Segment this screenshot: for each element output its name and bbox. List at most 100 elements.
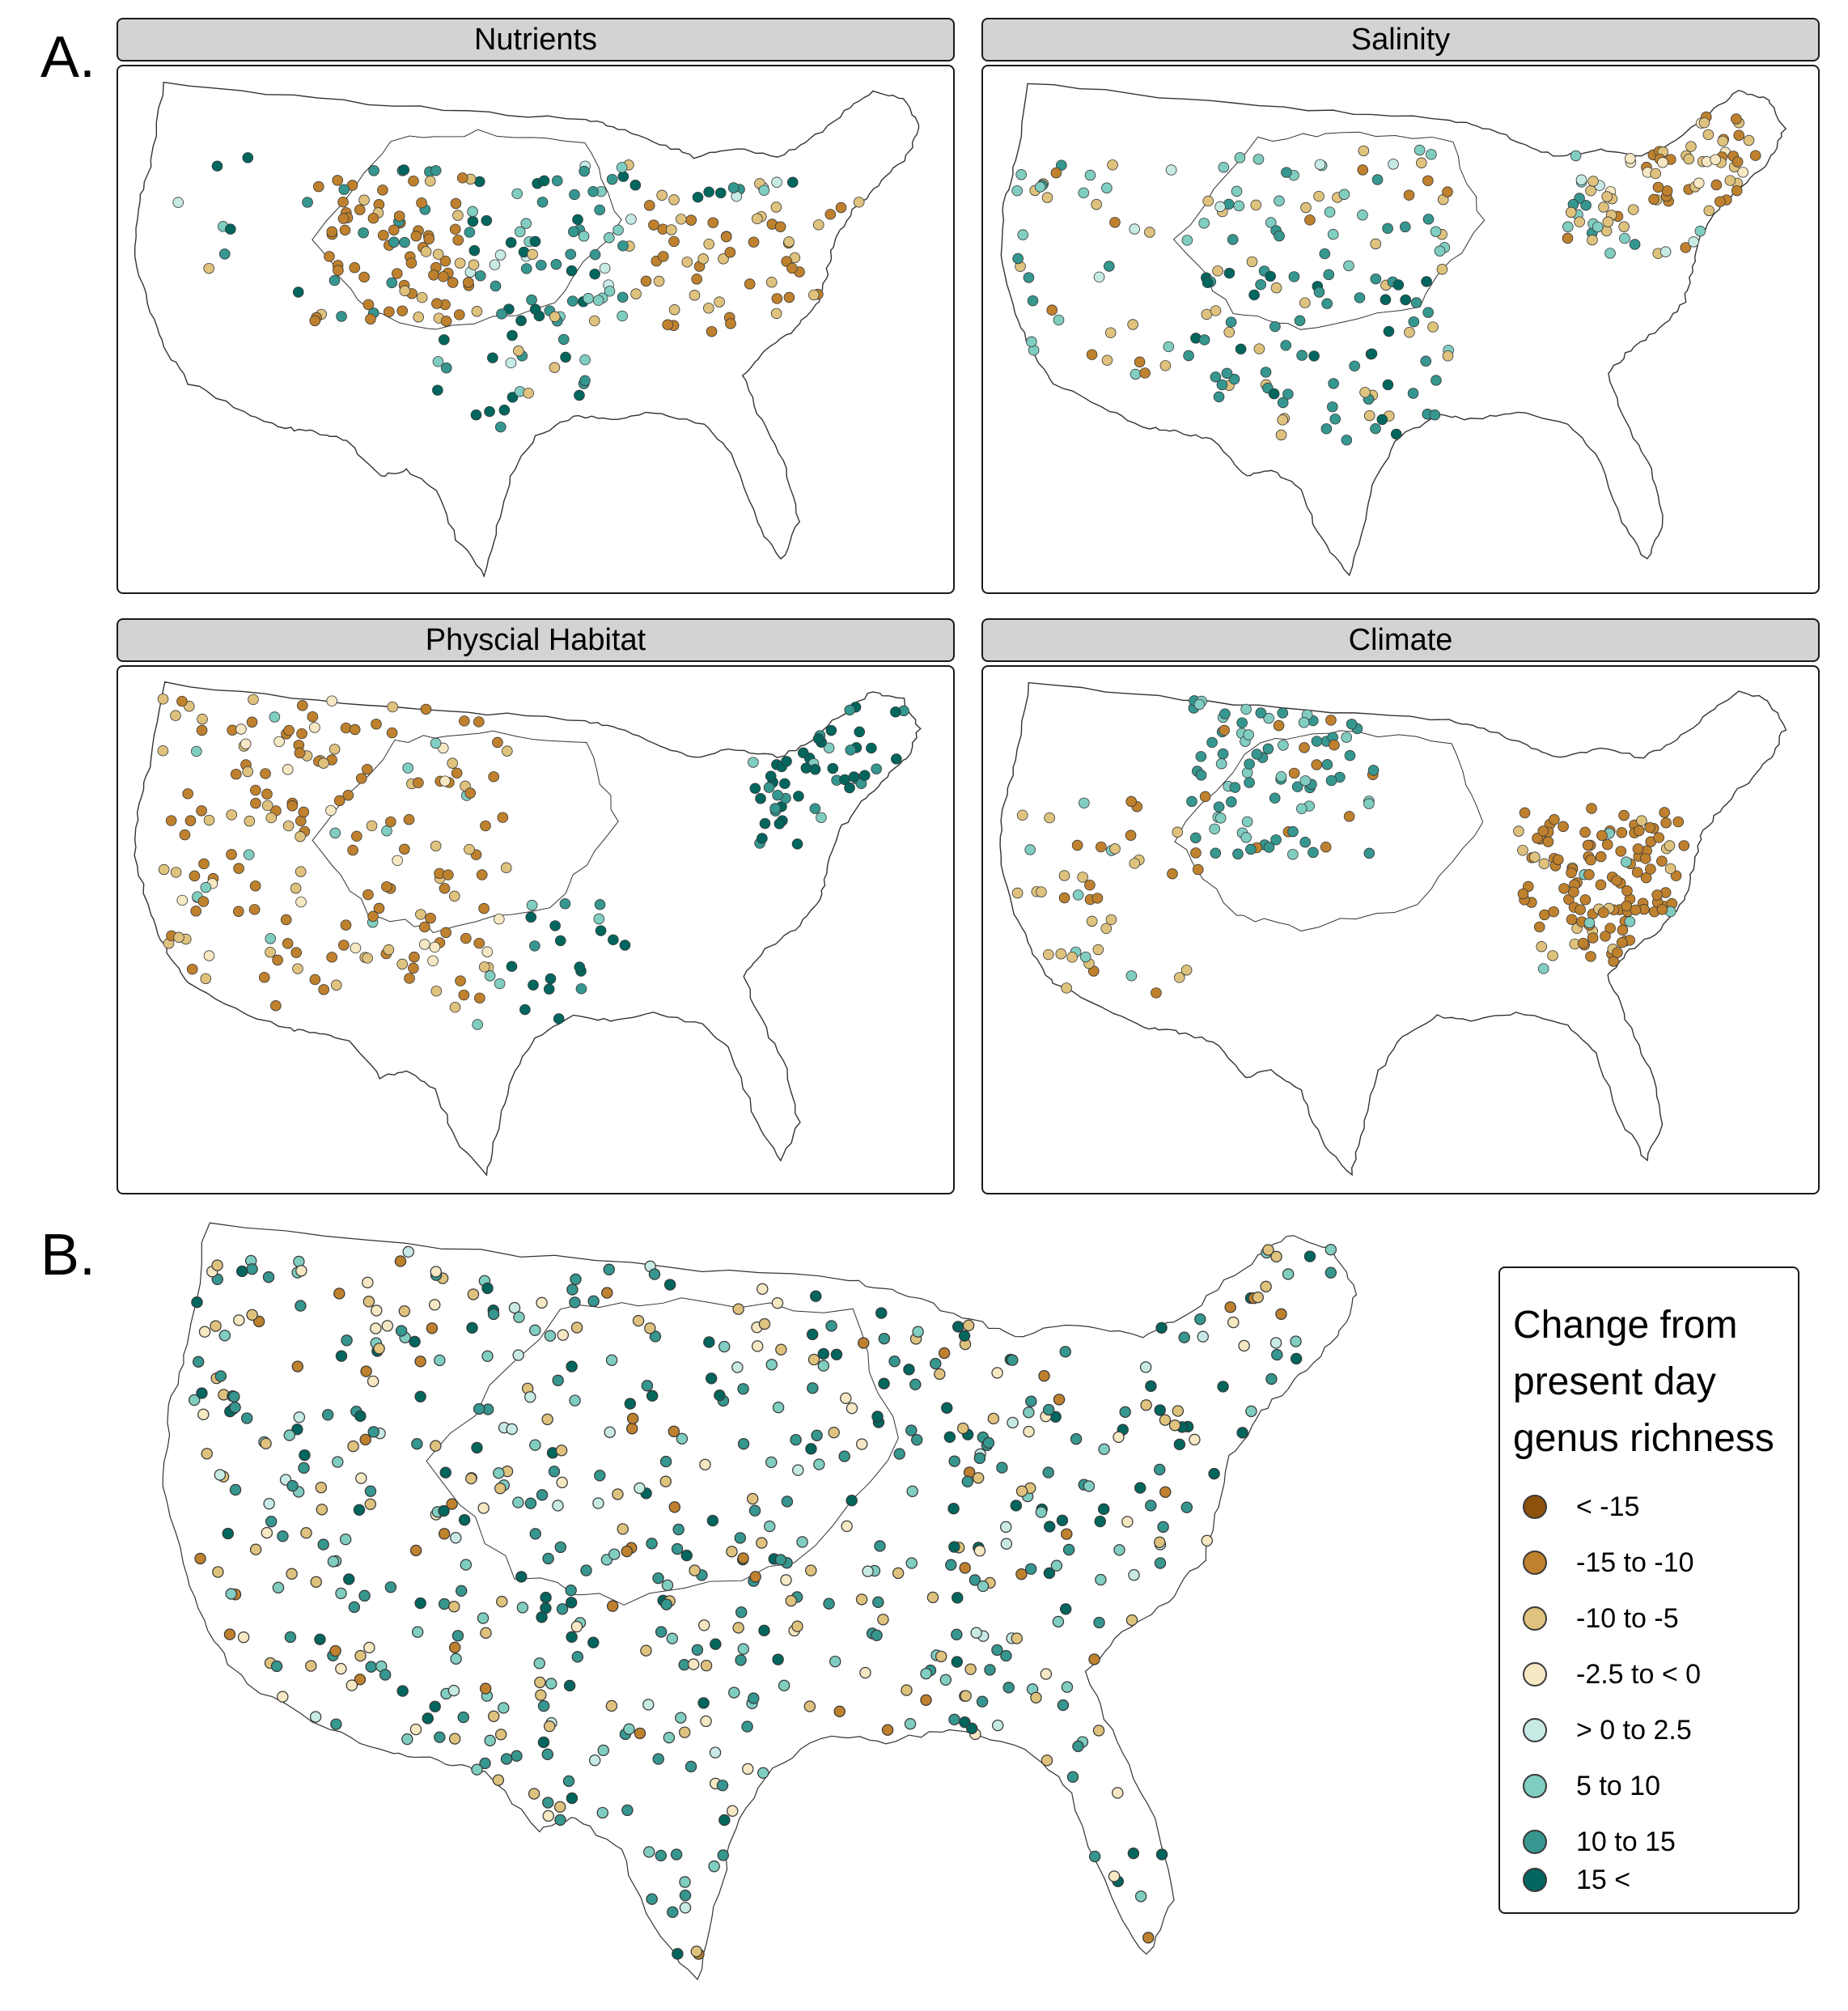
site-point — [692, 191, 704, 203]
panel-title-nutrients: Nutrients — [117, 18, 955, 62]
site-point — [448, 1641, 461, 1653]
site-point — [1173, 972, 1185, 983]
site-point — [464, 787, 477, 799]
site-point — [617, 291, 629, 303]
site-point — [1436, 264, 1448, 275]
site-point — [1566, 914, 1578, 925]
site-point — [1532, 833, 1543, 844]
site-point — [398, 1305, 411, 1317]
site-point — [1636, 815, 1647, 826]
site-point — [727, 1805, 739, 1817]
map-salinity — [981, 65, 1820, 594]
site-point — [488, 771, 500, 783]
site-point — [332, 175, 344, 186]
site-point — [828, 1426, 840, 1439]
site-point — [354, 1410, 367, 1423]
site-point — [982, 1436, 995, 1449]
site-point — [1349, 360, 1360, 371]
site-point — [335, 1587, 347, 1600]
site-point — [467, 206, 478, 218]
site-point — [318, 757, 329, 769]
site-point — [354, 1649, 367, 1662]
site-point — [901, 1684, 913, 1696]
site-point — [1213, 801, 1225, 812]
site-point — [893, 1448, 905, 1460]
site-point — [1287, 825, 1299, 838]
site-point — [335, 1662, 347, 1675]
site-point — [565, 248, 577, 260]
site-point — [817, 1347, 830, 1360]
site-point — [1035, 1506, 1048, 1518]
site-point — [1163, 341, 1175, 353]
site-point — [597, 1744, 609, 1757]
site-point — [364, 1485, 377, 1497]
site-point — [1370, 273, 1382, 285]
site-point — [700, 1715, 712, 1728]
site-point — [277, 1691, 289, 1703]
site-point — [1558, 821, 1569, 833]
site-point — [1125, 970, 1138, 982]
site-point — [507, 392, 519, 403]
site-point — [1154, 1557, 1167, 1569]
site-point — [471, 306, 483, 317]
site-point — [273, 736, 285, 748]
site-point — [748, 757, 759, 768]
site-point — [632, 1314, 645, 1327]
site-point — [411, 1626, 424, 1638]
site-point — [226, 809, 238, 821]
site-point — [563, 1679, 576, 1692]
site-point — [1134, 356, 1146, 367]
site-point — [569, 1296, 581, 1309]
site-point — [1041, 192, 1053, 203]
site-point — [471, 1441, 483, 1454]
site-point — [1248, 289, 1260, 301]
site-point — [810, 1290, 822, 1302]
site-point — [500, 1753, 513, 1765]
site-point — [1145, 1500, 1157, 1512]
site-point — [805, 1564, 817, 1576]
site-point — [541, 1748, 554, 1760]
site-point — [1323, 269, 1335, 281]
site-point — [772, 1402, 785, 1414]
site-point — [1597, 906, 1609, 919]
site-point — [1202, 195, 1214, 207]
site-point — [1219, 708, 1231, 719]
site-point — [726, 1546, 738, 1558]
site-point — [260, 1437, 272, 1449]
site-point — [1621, 900, 1633, 912]
site-point — [1580, 199, 1592, 211]
site-point — [1079, 797, 1090, 808]
site-point — [335, 1350, 348, 1362]
site-point — [345, 1679, 358, 1691]
site-point — [1181, 235, 1193, 246]
site-point — [1113, 1544, 1125, 1556]
site-point — [707, 217, 719, 228]
site-point — [1587, 176, 1599, 187]
site-point — [212, 1566, 224, 1578]
site-point — [866, 742, 877, 754]
site-point — [813, 1458, 825, 1470]
site-point — [1282, 388, 1294, 400]
site-point — [455, 1585, 468, 1597]
site-point — [1703, 205, 1715, 217]
site-point — [468, 259, 480, 270]
site-point — [377, 185, 388, 196]
site-point — [450, 197, 462, 210]
site-point — [203, 950, 215, 961]
site-point — [1155, 1322, 1168, 1334]
site-point — [557, 333, 570, 346]
site-point — [680, 1549, 693, 1562]
site-point — [808, 289, 820, 301]
site-point — [1587, 234, 1598, 246]
site-point — [771, 176, 782, 188]
site-point — [878, 1377, 890, 1389]
site-point — [703, 238, 715, 250]
site-point — [714, 187, 727, 199]
legend-item: -15 to -10 — [1523, 1542, 1694, 1583]
site-point — [666, 1632, 679, 1644]
site-point — [1422, 307, 1434, 318]
site-point — [960, 1690, 972, 1702]
site-point — [194, 1552, 206, 1565]
site-point — [941, 1402, 953, 1415]
site-point — [540, 1602, 552, 1614]
